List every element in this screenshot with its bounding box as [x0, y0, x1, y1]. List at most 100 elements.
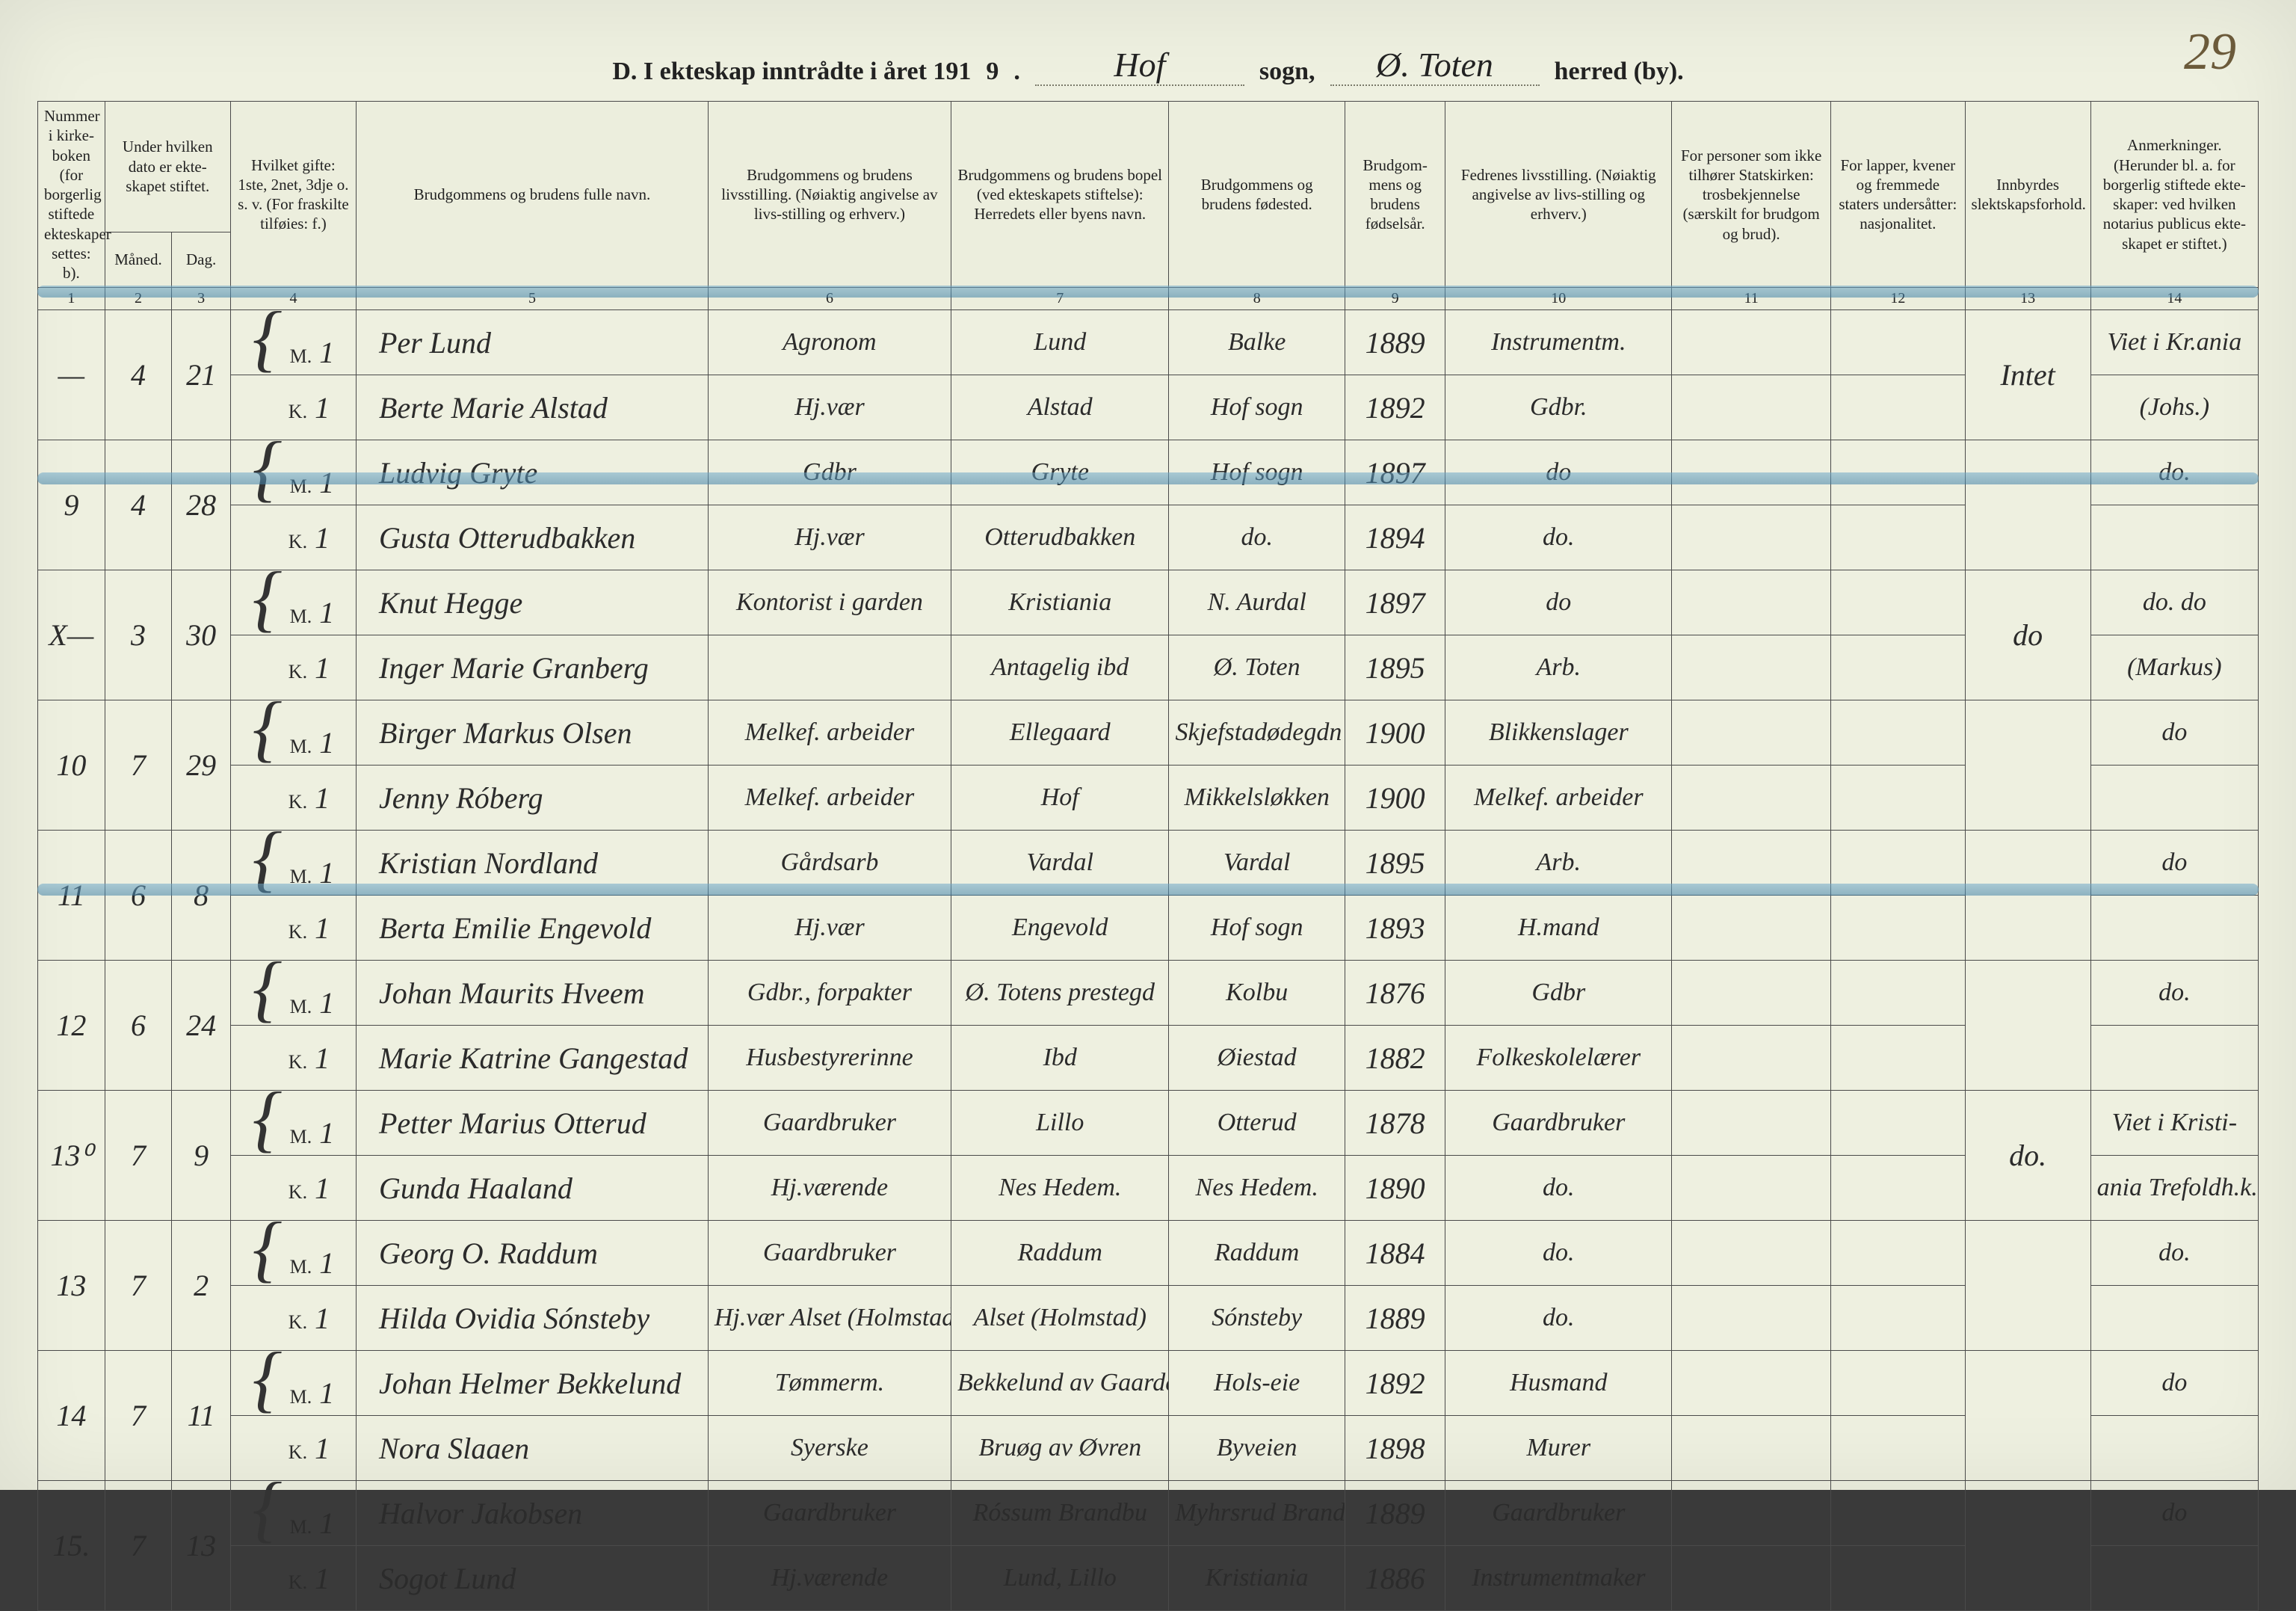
ledger-table: Nummer i kirke-boken (for borgerlig stif…	[37, 101, 2259, 1611]
hdr-10: Fedrenes livsstilling. (Nøiaktig angivel…	[1445, 102, 1672, 288]
cell: Hj.vær	[708, 375, 951, 440]
cell: do	[1445, 440, 1672, 505]
cell: Kristiania	[951, 570, 1169, 635]
cell: 7	[105, 1481, 172, 1611]
cell: do.	[1965, 1091, 2090, 1221]
cell	[1672, 831, 1831, 896]
colnum: 10	[1445, 288, 1672, 310]
hdr-14: Anmerkninger. (Herunder bl. a. for borge…	[2090, 102, 2258, 288]
cell	[1672, 766, 1831, 831]
cell: Arb.	[1445, 831, 1672, 896]
cell: Byveien	[1169, 1416, 1345, 1481]
cell	[1831, 831, 1965, 896]
cell: 1886	[1345, 1546, 1445, 1611]
cell: Melkef. arbeider	[1445, 766, 1672, 831]
cell: do	[2090, 1351, 2258, 1416]
cell: Hj.værende	[708, 1156, 951, 1221]
cell: Raddum	[951, 1221, 1169, 1286]
cell	[1831, 1156, 1965, 1221]
cell: Lillo	[951, 1091, 1169, 1156]
cell: 2	[172, 1221, 230, 1351]
cell	[1831, 700, 1965, 766]
cell: K. 1	[230, 375, 356, 440]
cell: K. 1	[230, 896, 356, 961]
cell: 21	[172, 310, 230, 440]
cell	[1831, 1221, 1965, 1286]
cell: K. 1	[230, 1156, 356, 1221]
cell: do.	[2090, 961, 2258, 1026]
cell: Myhrsrud Brandbu	[1169, 1481, 1345, 1546]
cell: Ibd	[951, 1026, 1169, 1091]
cell: 24	[172, 961, 230, 1091]
cell: 11	[38, 831, 105, 961]
cell	[1672, 1546, 1831, 1611]
colnum: 12	[1831, 288, 1965, 310]
cell: do	[2090, 700, 2258, 766]
hdr-3: Dag.	[172, 232, 230, 288]
cell	[1831, 635, 1965, 700]
cell: 10	[38, 700, 105, 831]
cell: K. 1	[230, 635, 356, 700]
cell: 7	[105, 1221, 172, 1351]
cell: Johan Helmer Bekkelund	[357, 1351, 709, 1416]
cell	[1672, 570, 1831, 635]
cell	[1672, 375, 1831, 440]
table-row: K. 1Berte Marie AlstadHj.værAlstadHof so…	[38, 375, 2259, 440]
cell: Skjefstadødegdn	[1169, 700, 1345, 766]
cell: 13	[38, 1221, 105, 1351]
cell: Nes Hedem.	[1169, 1156, 1345, 1221]
cell: Vardal	[1169, 831, 1345, 896]
cell	[1831, 1286, 1965, 1351]
cell: 1895	[1345, 635, 1445, 700]
cell: 13⁰	[38, 1091, 105, 1221]
cell	[2090, 1026, 2258, 1091]
cell: Gunda Haaland	[357, 1156, 709, 1221]
cell: 1892	[1345, 375, 1445, 440]
cell: Syerske	[708, 1416, 951, 1481]
table-row: 1168{ M. 1Kristian NordlandGårdsarbVarda…	[38, 831, 2259, 896]
table-row: 9428{ M. 1Ludvig GryteGdbrGryteHof sogn1…	[38, 440, 2259, 505]
cell: Jenny Róberg	[357, 766, 709, 831]
cell: Alset (Holmstad)	[951, 1286, 1169, 1351]
cell: 1900	[1345, 700, 1445, 766]
cell	[1831, 310, 1965, 375]
cell: Lund	[951, 310, 1169, 375]
cell: { M. 1	[230, 831, 356, 896]
cell	[1672, 1091, 1831, 1156]
cell: 1894	[1345, 505, 1445, 570]
cell	[1831, 1091, 1965, 1156]
hdr-2: Måned.	[105, 232, 172, 288]
cell: Hof sogn	[1169, 440, 1345, 505]
cell: 1893	[1345, 896, 1445, 961]
cell: K. 1	[230, 1286, 356, 1351]
cell: Intet	[1965, 310, 2090, 440]
cell	[1831, 1026, 1965, 1091]
cell: Kristian Nordland	[357, 831, 709, 896]
cell	[2090, 896, 2258, 961]
cell: Otterud	[1169, 1091, 1345, 1156]
table-row: K. 1Gusta OtterudbakkenHj.værOtterudbakk…	[38, 505, 2259, 570]
cell: 7	[105, 700, 172, 831]
cell: 14	[38, 1351, 105, 1481]
cell: 1892	[1345, 1351, 1445, 1416]
cell: Agronom	[708, 310, 951, 375]
colnum: 6	[708, 288, 951, 310]
table-body: —421{ M. 1Per LundAgronomLundBalke1889In…	[38, 310, 2259, 1611]
cell: Gdbr.	[1445, 375, 1672, 440]
table-row: 14711{ M. 1Johan Helmer BekkelundTømmerm…	[38, 1351, 2259, 1416]
cell: Engevold	[951, 896, 1169, 961]
cell: K. 1	[230, 766, 356, 831]
cell: { M. 1	[230, 961, 356, 1026]
cell: Gdbr., forpakter	[708, 961, 951, 1026]
cell	[1965, 440, 2090, 570]
cell: 28	[172, 440, 230, 570]
cell: 15.	[38, 1481, 105, 1611]
table-row: K. 1Hilda Ovidia SónstebyHj.vær Alset (H…	[38, 1286, 2259, 1351]
table-row: 10729{ M. 1Birger Markus OlsenMelkef. ar…	[38, 700, 2259, 766]
cell: Inger Marie Granberg	[357, 635, 709, 700]
colnum: 5	[357, 288, 709, 310]
cell: Gusta Otterudbakken	[357, 505, 709, 570]
cell: 1897	[1345, 440, 1445, 505]
hdr-8: Brudgommens og brudens fødested.	[1169, 102, 1345, 288]
cell: Ø. Totens prestegd	[951, 961, 1169, 1026]
